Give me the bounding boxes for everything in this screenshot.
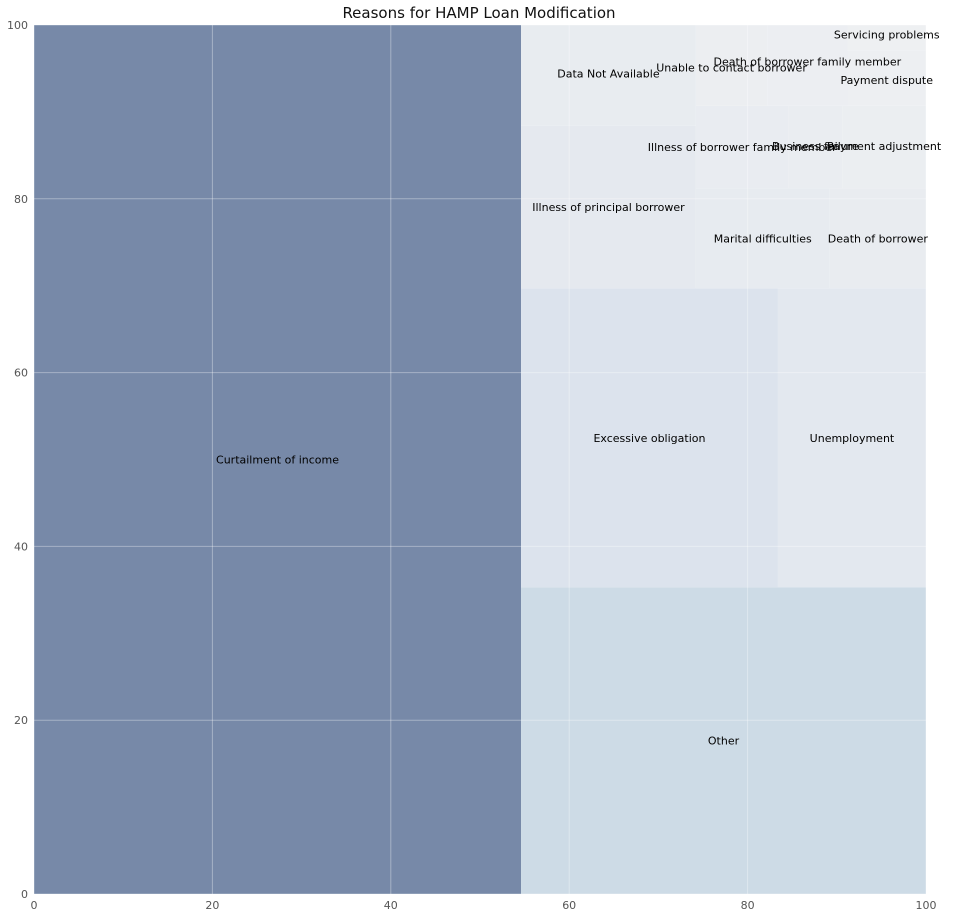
x-tick-label: 60 (562, 899, 576, 912)
cell-label-servicing-problems: Servicing problems (834, 29, 940, 42)
y-tick-label: 100 (7, 19, 28, 32)
cell-label-marital-difficulties: Marital difficulties (714, 232, 812, 245)
treemap-cell-death-of-borrower (829, 188, 926, 289)
y-tick-label: 0 (21, 888, 28, 901)
cell-label-business-failure: Business failure (772, 140, 859, 153)
cell-label-unable-to-contact-borrower: Unable to contact borrower (656, 61, 807, 74)
treemap-cell-illness-of-borrower-family-member (695, 105, 789, 189)
cell-label-payment-adjustment: Payment adjustment (827, 140, 942, 153)
cell-label-data-not-available: Data Not Available (557, 67, 660, 80)
x-tick-label: 80 (741, 899, 755, 912)
x-axis-ticks: 0 20 40 60 80 100 (31, 899, 937, 912)
treemap-cell-payment-dispute (847, 50, 926, 106)
cell-label-illness-of-borrower-family-member: Illness of borrower family member (648, 141, 837, 154)
x-tick-label: 100 (916, 899, 937, 912)
cell-label-illness-of-principal-borrower: Illness of principal borrower (532, 201, 685, 214)
cell-label-death-of-borrower-family-member: Death of borrower family member (714, 55, 902, 68)
cell-label-death-of-borrower: Death of borrower (828, 232, 929, 245)
treemap-cell-unable-to-contact-borrower (695, 25, 768, 106)
y-tick-label: 20 (14, 714, 28, 727)
treemap-cell-other (521, 587, 926, 894)
cell-label-payment-dispute: Payment dispute (841, 74, 934, 87)
treemap-cell-business-failure (788, 105, 843, 189)
y-tick-label: 40 (14, 540, 28, 553)
x-tick-label: 0 (31, 899, 38, 912)
treemap-cell-payment-adjustment (842, 105, 926, 189)
cell-label-excessive-obligation: Excessive obligation (593, 432, 705, 445)
x-tick-label: 20 (205, 899, 219, 912)
cell-label-other: Other (708, 735, 740, 748)
grid-lines (33, 24, 927, 895)
treemap-cell-servicing-problems (847, 25, 926, 51)
treemap-cell-illness-of-principal-borrower (521, 125, 696, 289)
treemap-cell-curtailment-of-income (34, 25, 522, 894)
treemap-cell-excessive-obligation (521, 288, 778, 588)
x-tick-label: 40 (384, 899, 398, 912)
y-tick-label: 60 (14, 367, 28, 380)
y-axis-ticks: 0 20 40 60 80 100 (7, 19, 28, 901)
treemap-cell-unemployment (777, 288, 926, 588)
treemap-cell-data-not-available (521, 25, 696, 126)
treemap-cell-marital-difficulties (695, 188, 830, 289)
treemap-cells (34, 25, 926, 894)
cell-labels: Curtailment of income Other Excessive obli… (216, 29, 942, 748)
y-tick-label: 80 (14, 193, 28, 206)
cell-label-unemployment: Unemployment (810, 432, 895, 445)
treemap-cell-death-of-borrower-family-member (767, 25, 848, 106)
cell-label-curtailment-of-income: Curtailment of income (216, 454, 339, 467)
chart-title: Reasons for HAMP Loan Modification (342, 4, 615, 22)
